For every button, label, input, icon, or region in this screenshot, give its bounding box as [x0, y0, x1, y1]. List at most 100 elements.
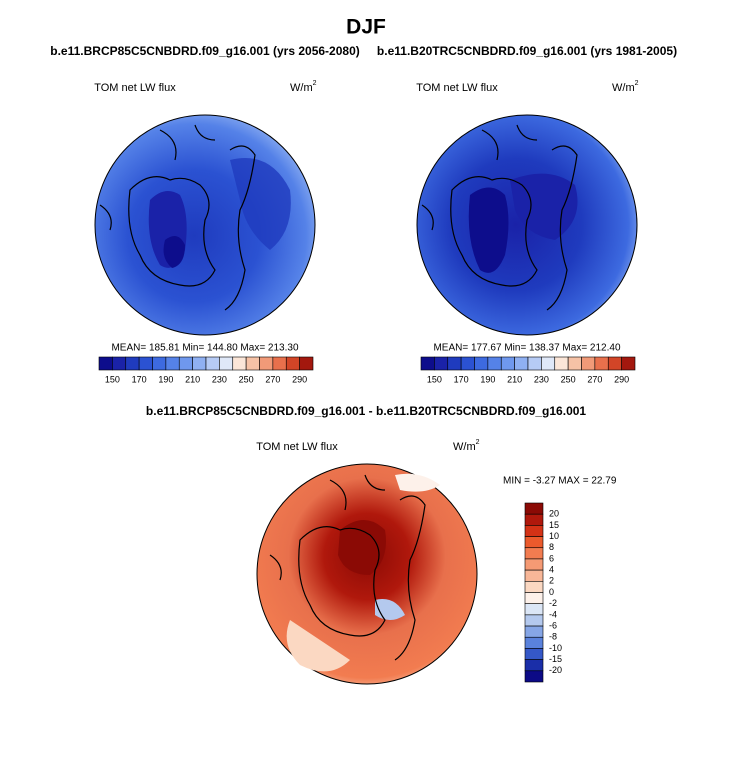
colorbar-box: [192, 356, 207, 371]
colorbar-label: 2: [549, 576, 554, 586]
polar-map: [416, 114, 638, 336]
units: W/m: [453, 441, 476, 453]
colorbar-label: 10: [549, 531, 559, 541]
coastline: [269, 474, 386, 581]
colorbar-label: 6: [549, 553, 554, 563]
colorbar-label: -2: [549, 598, 557, 608]
colorbar-label: 230: [212, 374, 227, 384]
colorbar-label: 230: [534, 374, 549, 384]
colorbar-label: 270: [265, 374, 280, 384]
colorbar-label: -15: [549, 654, 562, 664]
colorbar-box: [259, 356, 274, 371]
coastline: [99, 124, 216, 231]
stats: MEAN= 177.67 Min= 138.37 Max= 212.40: [433, 343, 621, 354]
variable-label: TOM net LW flux: [416, 82, 498, 94]
colorbar-label: 170: [132, 374, 147, 384]
colorbar-box: [621, 356, 636, 371]
colorbar-box: [567, 356, 582, 371]
colorbar-box: [460, 356, 475, 371]
units: W/m: [612, 82, 635, 94]
difference-title: b.e11.BRCP85C5CNBDRD.f09_g16.001 - b.e11…: [146, 404, 587, 418]
colorbar-box: [524, 558, 544, 571]
colorbar-box: [554, 356, 569, 371]
colorbar-label: 0: [549, 587, 554, 597]
field-blob: [163, 236, 185, 268]
colorbar-label: 210: [507, 374, 522, 384]
stats: MEAN= 185.81 Min= 144.80 Max= 213.30: [111, 343, 299, 354]
colorbar-box: [524, 625, 544, 638]
colorbar-box: [524, 581, 544, 593]
colorbar-box: [500, 356, 515, 371]
colorbar-label: -4: [549, 609, 557, 619]
colorbar-box: [524, 603, 544, 616]
units-exponent: 2: [313, 80, 317, 87]
colorbar-box: [165, 356, 180, 371]
colorbar-box: [524, 592, 544, 604]
colorbar-box: [434, 356, 449, 371]
polar-map: [94, 114, 316, 336]
colorbar-label: 150: [105, 374, 120, 384]
colorbar-box: [245, 356, 260, 371]
units-label: W/m2: [453, 439, 480, 453]
stats: MIN = -3.27 MAX = 22.79: [503, 476, 617, 487]
colorbar-label: 4: [549, 565, 554, 575]
colorbar-box: [524, 502, 544, 515]
colorbar-label: 250: [561, 374, 576, 384]
colorbar-box: [285, 356, 300, 371]
colorbar-box: [541, 356, 556, 371]
colorbar-label: 290: [614, 374, 629, 384]
field-blob: [230, 158, 291, 250]
units-label: W/m2: [290, 80, 317, 94]
panel-title: b.e11.BRCP85C5CNBDRD.f09_g16.001 (yrs 20…: [50, 44, 360, 58]
colorbar-box: [524, 547, 544, 560]
coastline: [421, 124, 538, 231]
colorbar-label: 190: [480, 374, 495, 384]
colorbar-box: [138, 356, 153, 371]
colorbar-box: [98, 356, 113, 371]
colorbar-label: 210: [185, 374, 200, 384]
colorbar-box: [524, 670, 544, 683]
coastline: [298, 495, 426, 661]
colorbar-label: -6: [549, 620, 557, 630]
field-blob: [375, 599, 405, 620]
colorbar-label: 8: [549, 542, 554, 552]
units-exponent: 2: [635, 80, 639, 87]
colorbar-box: [524, 648, 544, 660]
colorbar-label: -8: [549, 632, 557, 642]
colorbar-box: [524, 659, 544, 672]
colorbar-box: [447, 356, 462, 371]
colorbar-box: [474, 356, 489, 371]
colorbar-box: [152, 356, 167, 371]
colorbar-label: 270: [587, 374, 602, 384]
coastline: [450, 145, 578, 311]
colorbar-box: [178, 356, 193, 371]
variable-label: TOM net LW flux: [256, 441, 338, 453]
colorbar-box: [527, 356, 542, 371]
coastline: [128, 145, 256, 311]
colorbar-label: 190: [158, 374, 173, 384]
colorbar: 150 170 190 210 230 250 270 290: [420, 356, 636, 384]
colorbar-box: [524, 636, 544, 649]
variable-label: TOM net LW flux: [94, 82, 176, 94]
colorbar-box: [524, 569, 544, 582]
colorbar-box: [205, 356, 220, 371]
colorbar-label: -10: [549, 643, 562, 653]
colorbar-box: [487, 356, 502, 371]
colorbar-box: [524, 536, 544, 549]
colorbar-box: [112, 356, 127, 371]
colorbar-label: 250: [239, 374, 254, 384]
colorbar-box: [232, 356, 247, 371]
colorbar-box: [524, 513, 544, 526]
units: W/m: [290, 82, 313, 94]
field-blob: [286, 620, 350, 672]
colorbar: 150 170 190 210 230 250 270 290: [98, 356, 314, 384]
colorbar-label: 290: [292, 374, 307, 384]
colorbar-box: [272, 356, 287, 371]
colorbar-box: [524, 525, 544, 537]
colorbar-label: 20: [549, 509, 559, 519]
units-label: W/m2: [612, 80, 639, 94]
colorbar-box: [581, 356, 596, 371]
field-blob: [468, 187, 509, 273]
